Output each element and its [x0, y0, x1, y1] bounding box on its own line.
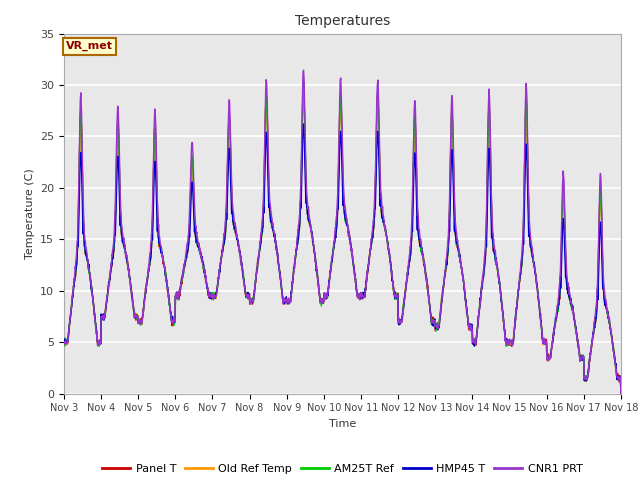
Legend: Panel T, Old Ref Temp, AM25T Ref, HMP45 T, CNR1 PRT: Panel T, Old Ref Temp, AM25T Ref, HMP45 …: [98, 459, 587, 478]
Title: Temperatures: Temperatures: [295, 14, 390, 28]
Text: VR_met: VR_met: [66, 41, 113, 51]
Y-axis label: Temperature (C): Temperature (C): [24, 168, 35, 259]
X-axis label: Time: Time: [329, 419, 356, 429]
